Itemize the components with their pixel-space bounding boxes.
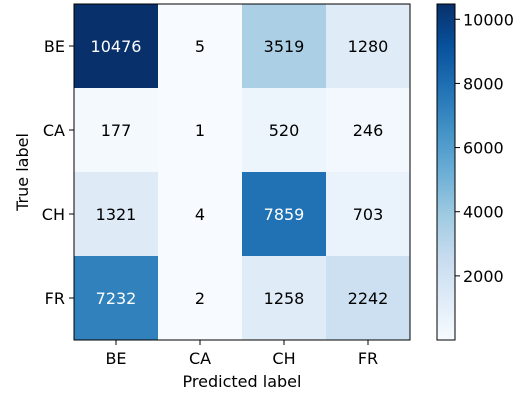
- heatmap-cell: [242, 4, 326, 88]
- heatmap-cell: [158, 4, 242, 88]
- heatmap-cell: [326, 4, 410, 88]
- plot-frame: [73, 3, 411, 341]
- cell-value-label: 2242: [348, 289, 389, 308]
- heatmap-cell: [326, 88, 410, 172]
- y-tick-label: FR: [45, 289, 65, 308]
- heatmap-cell: [74, 4, 158, 88]
- x-tick-label: CH: [272, 349, 295, 368]
- heatmap-cell-labels: 10476 5 3519 1280 177 1 520 246 1321 4 7859 703 7232…: [91, 37, 389, 308]
- y-tick-label: CA: [43, 121, 65, 140]
- heatmap-cells: [74, 4, 410, 340]
- cell-value-label: 1258: [264, 289, 305, 308]
- cell-value-label: 520: [269, 121, 300, 140]
- cell-value-label: 1280: [348, 37, 389, 56]
- x-tick-label: BE: [105, 349, 126, 368]
- heatmap-cell: [74, 172, 158, 256]
- heatmap-cell: [74, 256, 158, 340]
- heatmap-cell: [326, 172, 410, 256]
- heatmap-cell: [242, 256, 326, 340]
- x-tick-label: FR: [358, 349, 378, 368]
- cell-value-label: 2: [195, 289, 205, 308]
- cell-value-label: 246: [353, 121, 384, 140]
- heatmap-cell: [158, 172, 242, 256]
- y-axis-label: True label: [13, 133, 32, 212]
- cell-value-label: 703: [353, 205, 384, 224]
- heatmap-cell: [326, 256, 410, 340]
- colorbar-tick-label: 4000: [463, 203, 504, 222]
- cell-value-label: 7232: [96, 289, 137, 308]
- colorbar-gradient: [436, 3, 456, 341]
- x-tick-label: CA: [189, 349, 211, 368]
- cell-value-label: 5: [195, 37, 205, 56]
- heatmap-cell: [74, 88, 158, 172]
- cell-value-label: 10476: [91, 37, 142, 56]
- colorbar-tick-label: 8000: [463, 74, 504, 93]
- colorbar-tick-label: 6000: [463, 139, 504, 158]
- heatmap-cell: [158, 256, 242, 340]
- colorbar-tick-label: 2000: [463, 267, 504, 286]
- cell-value-label: 3519: [264, 37, 305, 56]
- cell-value-label: 1: [195, 121, 205, 140]
- heatmap-cell: [242, 88, 326, 172]
- heatmap-cell: [158, 88, 242, 172]
- x-axis-label: Predicted label: [183, 372, 302, 391]
- y-axis: BE CA CH FR: [42, 37, 74, 308]
- cell-value-label: 7859: [264, 205, 305, 224]
- colorbar-ticks: 2000 4000 6000 8000 10000: [455, 10, 514, 286]
- cell-value-label: 4: [195, 205, 205, 224]
- cell-value-label: 177: [101, 121, 132, 140]
- colorbar-tick-label: 10000: [463, 10, 514, 29]
- y-tick-label: BE: [44, 37, 65, 56]
- colorbar: 2000 4000 6000 8000 10000: [436, 3, 514, 341]
- y-tick-label: CH: [42, 205, 65, 224]
- cell-value-label: 1321: [96, 205, 137, 224]
- x-axis: BE CA CH FR: [105, 340, 378, 368]
- heatmap-cell: [242, 172, 326, 256]
